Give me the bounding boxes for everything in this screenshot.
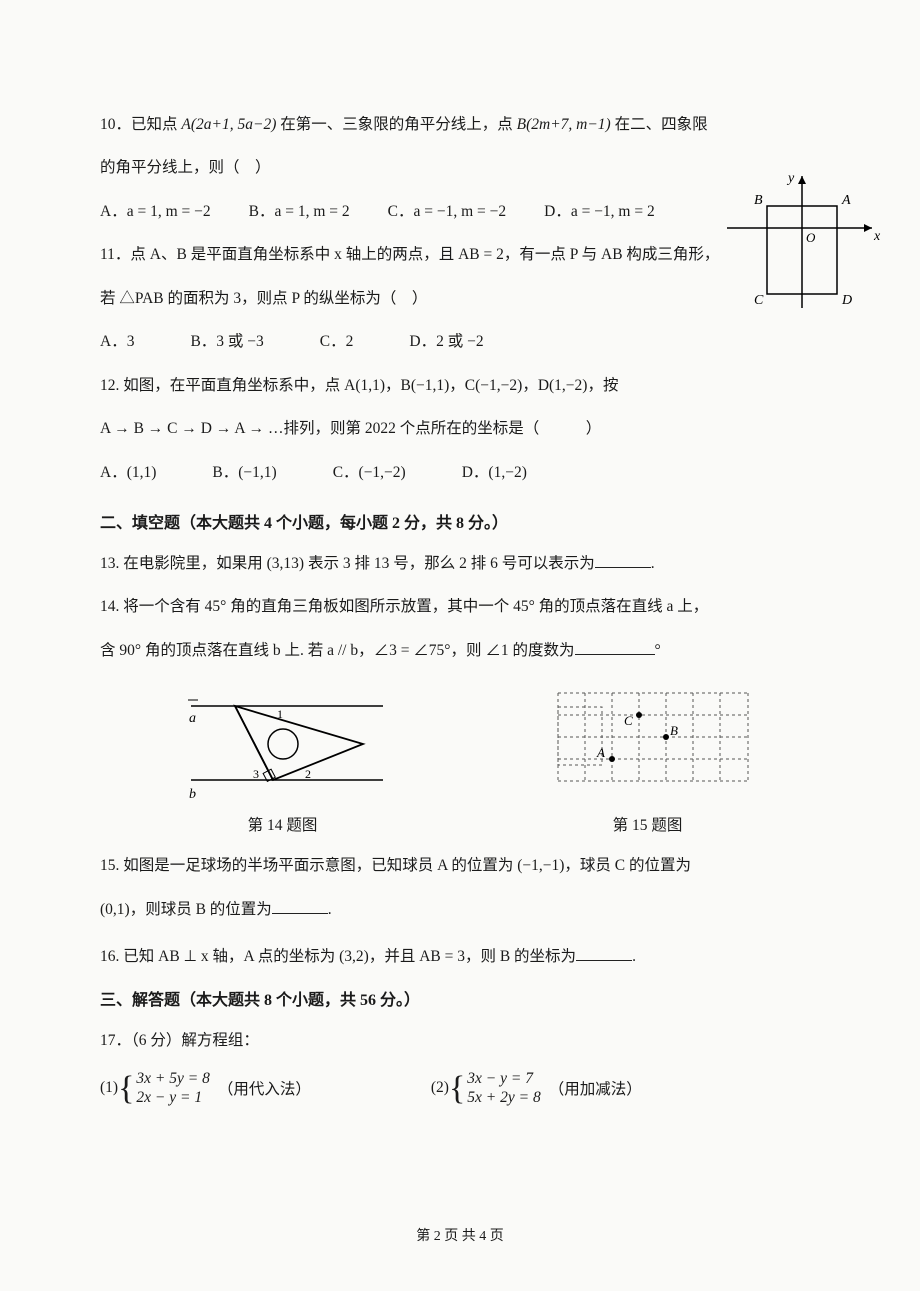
q17-p1-num: (1) bbox=[100, 1079, 118, 1097]
q14-deg: ° bbox=[655, 642, 661, 659]
y-axis-label: y bbox=[786, 171, 795, 186]
x-axis-label: x bbox=[873, 229, 881, 244]
q15-line2: (0,1)，则球员 B 的位置为. bbox=[100, 895, 830, 924]
q12-optB: B．(−1,1) bbox=[212, 458, 276, 487]
fig15-c-label: C bbox=[624, 713, 633, 728]
q17-p1-method: （用代入法） bbox=[218, 1077, 311, 1099]
q10-line2: 的角平分线上，则（ ） bbox=[100, 153, 830, 182]
q12-block: 12. 如图，在平面直角坐标系中，点 A(1,1)，B(−1,1)，C(−1,−… bbox=[100, 371, 830, 487]
q15-line1: 15. 如图是一足球场的半场平面示意图，已知球员 A 的位置为 (−1,−1)，… bbox=[100, 851, 830, 880]
section3-title: 三、解答题（本大题共 8 个小题，共 56 分。） bbox=[100, 986, 830, 1010]
q12-line1: 12. 如图，在平面直角坐标系中，点 A(1,1)，B(−1,1)，C(−1,−… bbox=[100, 371, 680, 400]
q15-caption: 第 15 题图 bbox=[613, 813, 683, 835]
q12-optC: C．(−1,−2) bbox=[333, 458, 406, 487]
q10-optA: A．a = 1, m = −2 bbox=[100, 197, 211, 226]
q13-stem-a: 13. 在电影院里，如果用 (3,13) 表示 3 排 13 号，那么 2 排 … bbox=[100, 555, 595, 572]
point-b-label: B bbox=[754, 193, 763, 208]
point-d-label: D bbox=[841, 293, 852, 308]
q11-optB: B．3 或 −3 bbox=[190, 327, 263, 356]
q16-line: 16. 已知 AB ⊥ x 轴，A 点的坐标为 (3,2)，并且 AB = 3，… bbox=[100, 942, 830, 971]
q14-figure: a b 1 2 3 bbox=[173, 688, 403, 803]
q12-optD: D．(1,−2) bbox=[462, 458, 527, 487]
q17-title: 17．（6 分）解方程组： bbox=[100, 1026, 830, 1055]
q17-p2-eq1: 3x − y = 7 bbox=[467, 1069, 540, 1088]
q13-line: 13. 在电影院里，如果用 (3,13) 表示 3 排 13 号，那么 2 排 … bbox=[100, 549, 830, 578]
q11-optD: D．2 或 −2 bbox=[409, 327, 483, 356]
q13-blank bbox=[595, 552, 651, 568]
fig15-a-label: A bbox=[596, 745, 605, 760]
q14-line2: 含 90° 角的顶点落在直线 b 上. 若 a // b，∠3 = ∠75°，则… bbox=[100, 636, 830, 665]
figures-row: a b 1 2 3 A B C bbox=[100, 683, 830, 803]
q15-blank bbox=[272, 898, 328, 914]
q17-p1-eq1: 3x + 5y = 8 bbox=[136, 1069, 209, 1088]
q10-pointB: B(2m+7, m−1) bbox=[517, 116, 611, 133]
q15-stem-c: . bbox=[328, 901, 332, 918]
q17-p2-eq2: 5x + 2y = 8 bbox=[467, 1088, 540, 1107]
q11-line2: 若 △PAB 的面积为 3，则点 P 的纵坐标为（ ） bbox=[100, 284, 830, 313]
q10-optC: C．a = −1, m = −2 bbox=[388, 197, 507, 226]
q15-figure: A B C bbox=[548, 683, 758, 803]
q17-p2-method: （用加减法） bbox=[549, 1077, 642, 1099]
brace-icon: { bbox=[118, 1075, 134, 1102]
angle2-label: 2 bbox=[305, 767, 311, 781]
q11-optA: A．3 bbox=[100, 327, 134, 356]
q17-systems: (1) { 3x + 5y = 8 2x − y = 1 （用代入法） (2) … bbox=[100, 1069, 830, 1108]
q15-stem-b: (0,1)，则球员 B 的位置为 bbox=[100, 901, 272, 918]
q10-line1: 10．已知点 A(2a+1, 5a−2) 在第一、三象限的角平分线上，点 B(2… bbox=[100, 110, 830, 139]
q10-stem-a: 10．已知点 bbox=[100, 116, 181, 133]
q10-optB: B．a = 1, m = 2 bbox=[249, 197, 350, 226]
q12-optA: A．(1,1) bbox=[100, 458, 156, 487]
q10-stem-c: 在二、四象限 bbox=[611, 116, 708, 133]
point-a-label: A bbox=[841, 193, 851, 208]
origin-label: O bbox=[806, 230, 816, 245]
q14-caption: 第 14 题图 bbox=[248, 813, 318, 835]
q17-p2-num: (2) bbox=[431, 1079, 449, 1097]
q17-p1-eq2: 2x − y = 1 bbox=[136, 1088, 209, 1107]
fig-caption-row: 第 14 题图 第 15 题图 bbox=[100, 813, 830, 835]
q12-options: A．(1,1) B．(−1,1) C．(−1,−2) D．(1,−2) bbox=[100, 458, 830, 487]
q13-stem-b: . bbox=[651, 555, 655, 572]
q14-stem-b: 含 90° 角的顶点落在直线 b 上. 若 a // b，∠3 = ∠75°，则… bbox=[100, 642, 575, 659]
q10-pointA: A(2a+1, 5a−2) bbox=[181, 116, 276, 133]
brace-icon: { bbox=[449, 1075, 465, 1102]
q11-line1: 11．点 A、B 是平面直角坐标系中 x 轴上的两点，且 AB = 2，有一点 … bbox=[100, 240, 830, 269]
q17-system1: (1) { 3x + 5y = 8 2x − y = 1 （用代入法） bbox=[100, 1069, 311, 1108]
q14-blank bbox=[575, 639, 655, 655]
q11-optC: C．2 bbox=[320, 327, 354, 356]
point-c-label: C bbox=[754, 293, 764, 308]
q10-optD: D．a = −1, m = 2 bbox=[544, 197, 655, 226]
line-a-label: a bbox=[189, 711, 196, 726]
section2-title: 二、填空题（本大题共 4 个小题，每小题 2 分，共 8 分。） bbox=[100, 509, 830, 533]
q16-blank bbox=[576, 946, 632, 962]
q14-line1: 14. 将一个含有 45° 角的直角三角板如图所示放置，其中一个 45° 角的顶… bbox=[100, 592, 830, 621]
q16-stem-a: 16. 已知 AB ⊥ x 轴，A 点的坐标为 (3,2)，并且 AB = 3，… bbox=[100, 948, 576, 965]
q12-coordinate-figure: x y O A B C D bbox=[722, 168, 882, 318]
q12-line2: A → B → C → D → A → …排列，则第 2022 个点所在的坐标是… bbox=[100, 414, 680, 443]
fig15-b-label: B bbox=[670, 723, 678, 738]
q10-stem-b: 在第一、三象限的角平分线上，点 bbox=[276, 116, 516, 133]
angle1-label: 1 bbox=[277, 707, 283, 721]
page-number: 第 2 页 共 4 页 bbox=[0, 1225, 920, 1245]
q10-options: A．a = 1, m = −2 B．a = 1, m = 2 C．a = −1,… bbox=[100, 197, 830, 226]
line-b-label: b bbox=[189, 787, 196, 802]
q11-options: A．3 B．3 或 −3 C．2 D．2 或 −2 bbox=[100, 327, 830, 356]
angle3-label: 3 bbox=[253, 767, 259, 781]
q17-system2: (2) { 3x − y = 7 5x + 2y = 8 （用加减法） bbox=[431, 1069, 642, 1108]
q16-stem-b: . bbox=[632, 948, 636, 965]
